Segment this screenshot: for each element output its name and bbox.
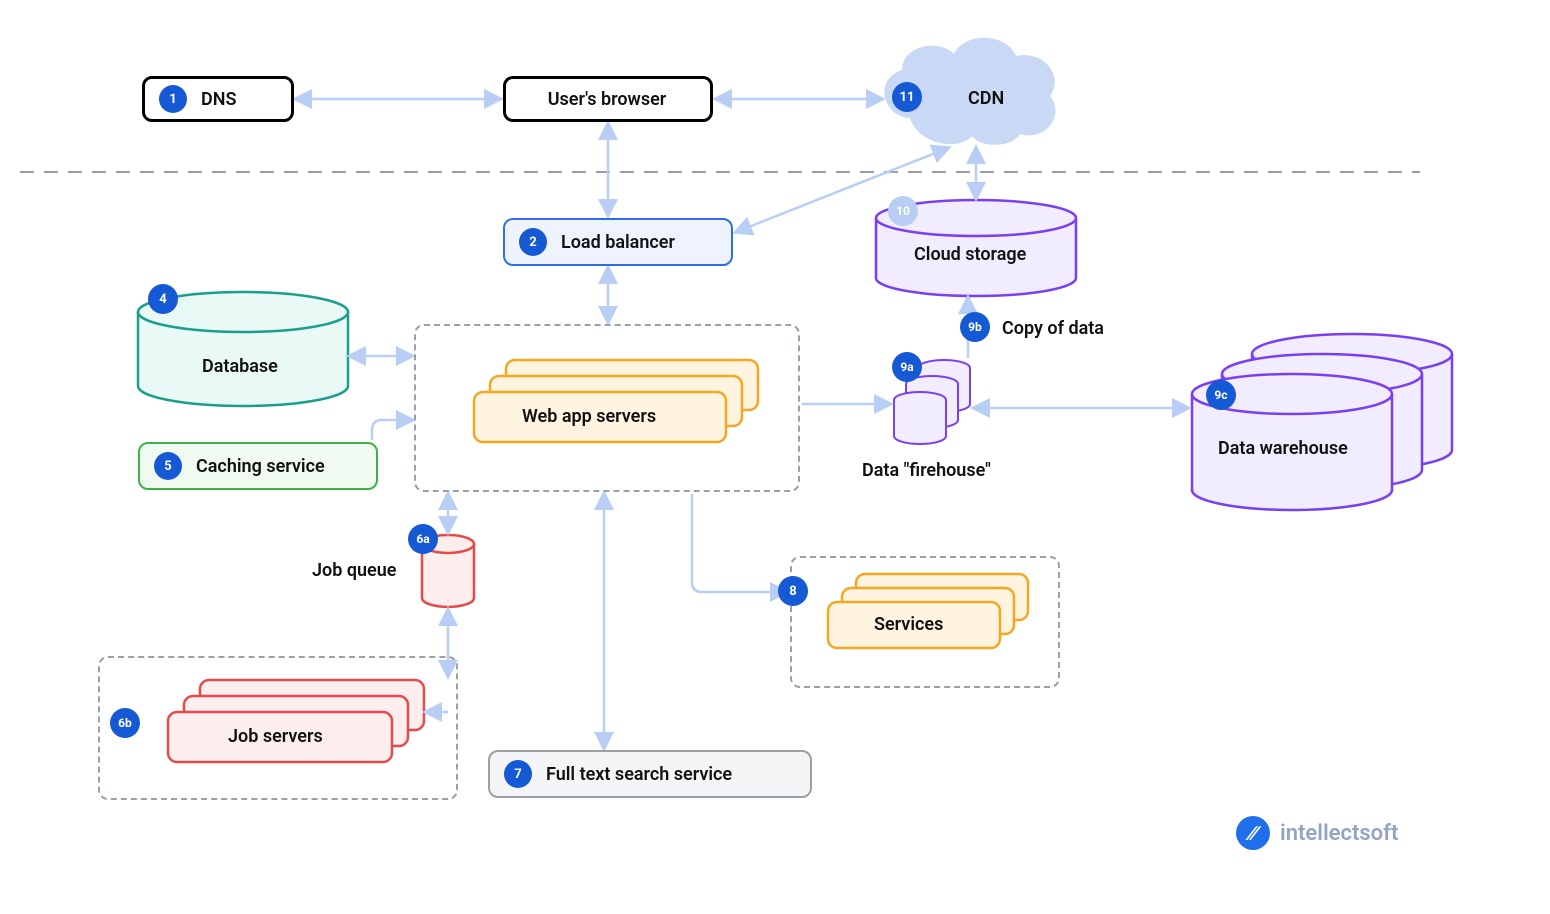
cloudstorage-badge: 10 bbox=[888, 196, 918, 226]
search-node: 7 Full text search service bbox=[488, 750, 812, 798]
copyofdata-label: Copy of data bbox=[1002, 318, 1104, 339]
cloudstorage-label: Cloud storage bbox=[914, 244, 1026, 265]
datawarehouse-label: Data warehouse bbox=[1218, 438, 1348, 459]
webapp-label: Web app servers bbox=[522, 406, 656, 427]
caching-label: Caching service bbox=[196, 456, 325, 477]
copyofdata-badge: 9b bbox=[960, 312, 990, 342]
search-label: Full text search service bbox=[546, 764, 732, 785]
search-badge: 7 bbox=[504, 760, 532, 788]
brand-logo: ∕∕ intellectsoft bbox=[1236, 816, 1398, 850]
dns-badge: 1 bbox=[159, 85, 187, 113]
datawarehouse-badge: 9c bbox=[1206, 380, 1236, 410]
database-badge: 4 bbox=[148, 284, 178, 314]
data-warehouse-cylinders bbox=[1192, 334, 1452, 510]
database-label: Database bbox=[202, 356, 278, 377]
caching-badge: 5 bbox=[154, 452, 182, 480]
load-balancer-label: Load balancer bbox=[561, 232, 675, 253]
cdn-badge: 11 bbox=[892, 82, 922, 112]
services-badge: 8 bbox=[778, 576, 808, 606]
jobservers-badge: 6b bbox=[110, 708, 140, 738]
load-balancer-badge: 2 bbox=[519, 228, 547, 256]
jobservers-label: Job servers bbox=[228, 726, 323, 747]
firehouse-label: Data "firehouse" bbox=[862, 460, 991, 481]
dns-node: 1 DNS bbox=[142, 76, 294, 122]
brand-logo-text: intellectsoft bbox=[1280, 821, 1398, 846]
load-balancer-node: 2 Load balancer bbox=[503, 218, 733, 266]
jobqueue-badge: 6a bbox=[408, 524, 438, 554]
firehouse-badge: 9a bbox=[892, 352, 922, 382]
dns-label: DNS bbox=[201, 89, 236, 110]
browser-node: User's browser bbox=[503, 76, 713, 122]
services-label: Services bbox=[874, 614, 943, 635]
caching-node: 5 Caching service bbox=[138, 442, 378, 490]
cdn-label: CDN bbox=[968, 88, 1004, 109]
brand-logo-icon: ∕∕ bbox=[1236, 816, 1270, 850]
browser-label: User's browser bbox=[548, 89, 667, 110]
jobqueue-label: Job queue bbox=[312, 560, 396, 581]
